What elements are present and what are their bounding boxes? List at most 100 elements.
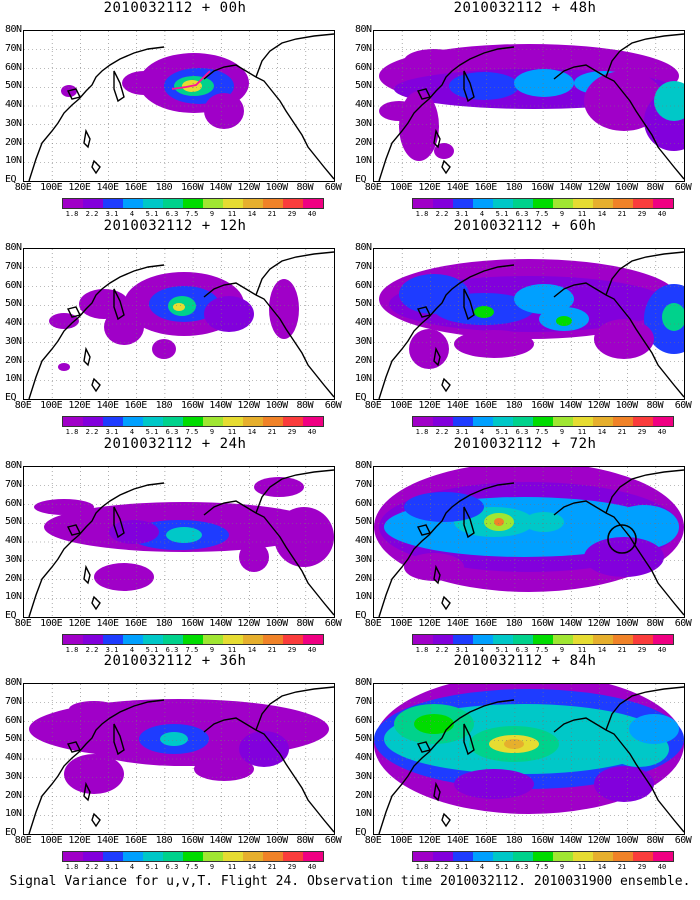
latitude-label: EQ	[5, 392, 17, 403]
longitude-label: 60W	[324, 400, 342, 411]
variance-contour	[584, 537, 664, 577]
variance-contour	[94, 563, 154, 591]
latitude-label: 70N	[355, 695, 372, 707]
colorbar-label: 1.8	[65, 646, 79, 654]
longitude-label: 100W	[615, 400, 639, 411]
colorbar-label: 9	[209, 428, 215, 436]
map-panel: 2010032112 + 12h 80N 70N 60N 50N 40N 30N 20N 10N…	[5, 218, 345, 438]
latitude-label: 40N	[5, 317, 22, 328]
colorbar-label: 9	[559, 210, 565, 218]
colorbar	[412, 198, 674, 209]
colorbar-swatch	[63, 417, 83, 426]
longitude-label: 60W	[674, 835, 692, 846]
coastline	[83, 346, 91, 367]
variance-contour	[594, 766, 654, 802]
coastline	[203, 282, 334, 398]
variance-contour	[494, 518, 504, 526]
colorbar-swatch	[433, 199, 453, 208]
longitude-label: 100E	[390, 618, 413, 629]
colorbar-swatch	[573, 199, 593, 208]
latitude-label: 20N	[5, 572, 22, 584]
colorbar-label: 5.1	[145, 863, 159, 871]
map-panel: 2010032112 + 60h 80N 70N 60N 50N 40N 30N 20N 10N…	[355, 218, 695, 438]
panel-title: 2010032112 + 60h	[453, 218, 597, 234]
colorbar-label: 14	[597, 210, 607, 218]
longitude-label: 160W	[531, 182, 554, 193]
coastline	[66, 306, 82, 318]
variance-contour	[64, 754, 124, 794]
variance-map	[373, 683, 685, 835]
longitude-label: 140W	[559, 835, 582, 846]
longitude-label: 140E	[96, 835, 119, 846]
longitude-label: 60W	[674, 618, 692, 629]
latitude-label: 70N	[355, 478, 372, 490]
latitude-label: 20N	[5, 136, 22, 148]
latitude-label: 30N	[355, 553, 372, 565]
colorbar-label: 7.5	[185, 646, 199, 654]
longitude-label: 100W	[615, 182, 639, 193]
longitude-label: 80W	[296, 835, 314, 846]
colorbar-swatch	[453, 199, 473, 208]
colorbar-swatch	[593, 635, 613, 644]
colorbar-label: 11	[227, 210, 237, 218]
longitude-label: 140E	[446, 618, 469, 629]
colorbar-label: 11	[577, 210, 587, 218]
colorbar-swatch	[633, 852, 653, 861]
colorbar-swatch	[513, 199, 533, 208]
colorbar-swatch	[283, 635, 303, 644]
colorbar-label: 9	[209, 210, 215, 218]
coastline	[378, 699, 515, 834]
panel-title: 2010032112 + 00h	[103, 0, 247, 16]
colorbar-swatch	[203, 199, 223, 208]
longitude-label: 120E	[418, 835, 441, 846]
colorbar-swatch	[283, 417, 303, 426]
colorbar-swatch	[533, 199, 553, 208]
variance-contour	[173, 303, 185, 311]
colorbar-swatch	[263, 199, 283, 208]
colorbar	[62, 198, 324, 209]
longitude-label: 120W	[237, 182, 260, 193]
coastline	[553, 64, 684, 180]
coastline	[255, 686, 334, 731]
colorbar-label: 29	[637, 646, 647, 654]
variance-contour	[166, 527, 202, 543]
colorbar-swatch	[303, 199, 323, 208]
colorbar-label: 9	[559, 428, 565, 436]
longitude-label: 120W	[237, 835, 260, 846]
variance-contour	[514, 69, 574, 97]
latitude-label: 70N	[355, 42, 372, 54]
colorbar-label: 40	[657, 646, 667, 654]
variance-contour	[404, 49, 464, 73]
latitude-label: 30N	[5, 117, 22, 129]
colorbar-swatch	[513, 852, 533, 861]
latitude-label: 40N	[5, 535, 22, 546]
variance-contour	[449, 72, 519, 100]
variance-contour	[434, 143, 454, 159]
longitude-label: 180	[155, 835, 173, 846]
longitude-label: 80E	[364, 618, 382, 629]
colorbar-swatch	[493, 852, 513, 861]
colorbar-swatch	[63, 852, 83, 861]
longitude-label: 140E	[446, 182, 469, 193]
variance-contour	[504, 739, 524, 749]
coastline	[91, 377, 101, 393]
longitude-label: 140W	[559, 400, 582, 411]
latitude-label: 50N	[355, 516, 372, 528]
variance-contour	[584, 71, 664, 131]
coastline	[28, 482, 165, 617]
variance-map	[23, 248, 335, 400]
colorbar-label: 6.3	[165, 646, 179, 654]
colorbar-label: 40	[657, 210, 667, 218]
colorbar-swatch	[223, 199, 243, 208]
colorbar	[412, 634, 674, 645]
coastline	[83, 781, 91, 802]
latitude-label: 10N	[355, 155, 372, 167]
longitude-label: 80E	[364, 182, 382, 193]
colorbar-label: 4	[479, 210, 485, 218]
colorbar-swatch	[83, 635, 103, 644]
colorbar-label: 6.3	[515, 863, 529, 871]
longitude-label: 80E	[14, 835, 32, 846]
longitude-label: 140W	[209, 618, 232, 629]
variance-contour	[404, 553, 464, 581]
colorbar-swatch	[303, 417, 323, 426]
